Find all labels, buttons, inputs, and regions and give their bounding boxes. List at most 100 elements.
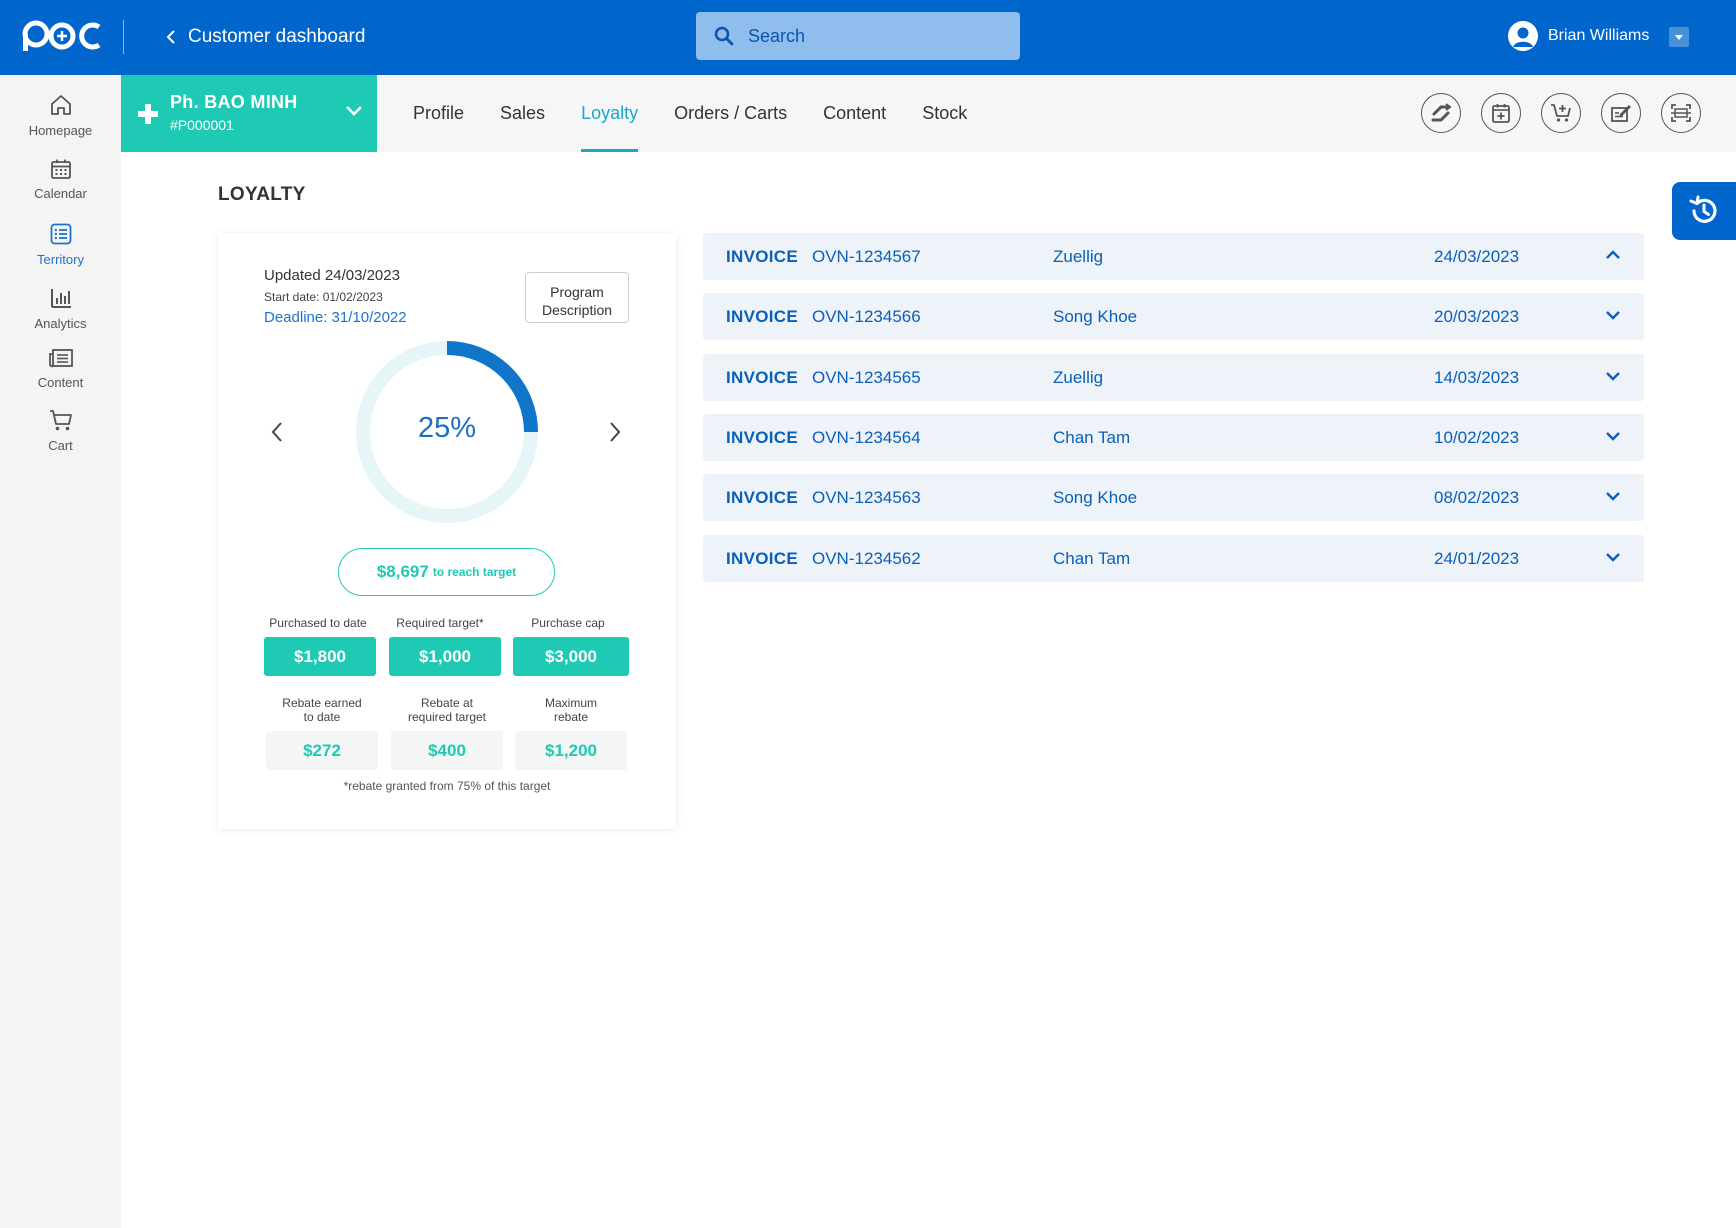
invoice-date: 08/02/2023: [1434, 488, 1520, 507]
purchased-value: $1,800: [264, 637, 376, 676]
deadline-date: Deadline: 31/10/2022: [264, 309, 407, 326]
quick-actions: [1421, 93, 1721, 133]
reach-amount: $8,697: [376, 562, 429, 581]
tab-profile[interactable]: Profile: [413, 103, 465, 123]
sidebar-item-content[interactable]: Content: [0, 347, 121, 390]
add-to-cart-button[interactable]: [1541, 93, 1581, 133]
chevron-down-icon[interactable]: [1605, 490, 1621, 502]
scan-icon: [1671, 104, 1691, 122]
poc-logo[interactable]: [20, 17, 104, 55]
top-divider: [123, 20, 124, 54]
list-icon: [50, 223, 71, 245]
invoice-distributor: Song Khoe: [1053, 307, 1138, 326]
invoice-row[interactable]: INVOICE OVN-1234564 Chan Tam 10/02/2023: [703, 414, 1644, 461]
cap-value: $3,000: [513, 637, 629, 676]
reach-target-pill[interactable]: $8,697 to reach target: [338, 548, 555, 596]
previous-program-arrow-icon[interactable]: [270, 420, 284, 444]
invoice-row[interactable]: INVOICE OVN-1234567 Zuellig 24/03/2023: [703, 233, 1644, 280]
start-date: Start date: 01/02/2023: [264, 290, 383, 304]
sidebar-item-calendar[interactable]: Calendar: [0, 158, 121, 201]
chevron-down-icon[interactable]: [1605, 430, 1621, 442]
tab-orders-carts[interactable]: Orders / Carts: [674, 103, 788, 123]
required-value: $1,000: [389, 637, 501, 676]
invoice-date: 24/01/2023: [1434, 549, 1520, 568]
sidebar-label: Calendar: [34, 186, 87, 201]
cart-plus-icon: [1551, 104, 1571, 122]
scan-button[interactable]: [1661, 93, 1701, 133]
newspaper-icon: [48, 349, 73, 368]
invoice-keyword: INVOICE: [726, 488, 799, 507]
purchased-label: Purchased to date: [269, 616, 367, 630]
next-program-arrow-icon[interactable]: [608, 420, 622, 444]
bar-chart-icon: [50, 289, 71, 308]
program-description-line1: Program: [550, 284, 604, 300]
search-icon: [714, 26, 734, 46]
top-bar: Customer dashboard Brian Williams: [0, 0, 1736, 75]
back-to-customer-dashboard[interactable]: Customer dashboard: [166, 22, 365, 52]
write-note-button[interactable]: [1601, 93, 1641, 133]
invoice-keyword: INVOICE: [726, 428, 799, 447]
invoice-number: OVN-1234567: [812, 247, 921, 266]
customer-subheader: Profile Sales Loyalty Orders / Carts Con…: [377, 75, 1736, 152]
sidebar-item-homepage[interactable]: Homepage: [0, 93, 121, 138]
chevron-down-icon[interactable]: [1605, 309, 1621, 321]
updated-date: Updated 24/03/2023: [264, 267, 400, 284]
invoice-distributor: Chan Tam: [1053, 428, 1131, 447]
history-button[interactable]: [1672, 182, 1736, 240]
note-edit-icon: [1611, 105, 1631, 122]
invoice-keyword: INVOICE: [726, 247, 799, 266]
rebate-required-value: $400: [391, 731, 503, 770]
user-dropdown-button[interactable]: [1669, 27, 1689, 47]
invoice-row[interactable]: INVOICE OVN-1234562 Chan Tam 24/01/2023: [703, 535, 1644, 582]
invoice-distributor: Chan Tam: [1053, 549, 1131, 568]
sidebar-item-cart[interactable]: Cart: [0, 408, 121, 453]
invoice-date: 14/03/2023: [1434, 368, 1520, 387]
progress-arc: [356, 341, 538, 523]
add-appointment-button[interactable]: [1481, 93, 1521, 133]
invoice-row[interactable]: INVOICE OVN-1234565 Zuellig 14/03/2023: [703, 354, 1644, 401]
tab-content[interactable]: Content: [823, 103, 887, 123]
search-input[interactable]: [748, 25, 988, 47]
invoice-row[interactable]: INVOICE OVN-1234563 Song Khoe 08/02/2023: [703, 474, 1644, 521]
program-description-button[interactable]: Program Description: [525, 272, 629, 323]
invoice-row[interactable]: INVOICE OVN-1234566 Song Khoe 20/03/2023: [703, 293, 1644, 340]
search-box[interactable]: [696, 12, 1020, 60]
rebate-max-value: $1,200: [515, 731, 627, 770]
tab-sales[interactable]: Sales: [500, 103, 546, 123]
calendar-plus-icon: [1492, 104, 1510, 123]
chevron-up-icon[interactable]: [1605, 249, 1621, 261]
invoice-distributor: Zuellig: [1053, 368, 1104, 387]
tab-bar: Profile Sales Loyalty Orders / Carts Con…: [413, 75, 1003, 152]
sidebar-item-territory[interactable]: Territory: [0, 222, 121, 267]
customer-name: Ph. BAO MINH: [170, 92, 298, 112]
invoice-number: OVN-1234566: [812, 307, 921, 326]
sidebar-label: Homepage: [28, 123, 93, 138]
back-label: Customer dashboard: [188, 26, 366, 47]
calendar-icon: [50, 159, 71, 179]
chevron-left-icon: [166, 30, 175, 44]
tab-stock[interactable]: Stock: [922, 103, 968, 123]
user-name: Brian Williams: [1548, 27, 1650, 44]
loyalty-program-card: Updated 24/03/2023 Start date: 01/02/202…: [218, 233, 676, 829]
customer-selector[interactable]: Ph. BAO MINH #P000001: [121, 75, 377, 152]
rebate-earned-label: Rebate earned to date: [282, 696, 362, 724]
invoice-number: OVN-1234564: [812, 428, 921, 447]
rebate-footnote: *rebate granted from 75% of this target: [343, 779, 551, 793]
plus-icon: [138, 104, 158, 124]
user-avatar-icon: [1508, 21, 1538, 51]
history-icon: [1689, 195, 1717, 223]
invoice-keyword: INVOICE: [726, 307, 799, 326]
progress-donut: [356, 341, 538, 523]
rebate-required-label: Rebate at required target: [407, 696, 487, 724]
sidebar-label: Analytics: [34, 316, 87, 331]
tab-loyalty[interactable]: Loyalty: [581, 75, 639, 152]
cap-label: Purchase cap: [531, 616, 605, 630]
transfer-button[interactable]: [1421, 93, 1461, 133]
chevron-down-icon[interactable]: [1605, 370, 1621, 382]
page-title: LOYALTY: [218, 184, 306, 205]
sidebar-item-analytics[interactable]: Analytics: [0, 286, 121, 331]
caret-down-icon: [1675, 34, 1683, 40]
user-menu[interactable]: Brian Williams: [1508, 20, 1649, 52]
chevron-down-icon[interactable]: [1605, 551, 1621, 563]
required-label: Required target*: [396, 616, 484, 630]
